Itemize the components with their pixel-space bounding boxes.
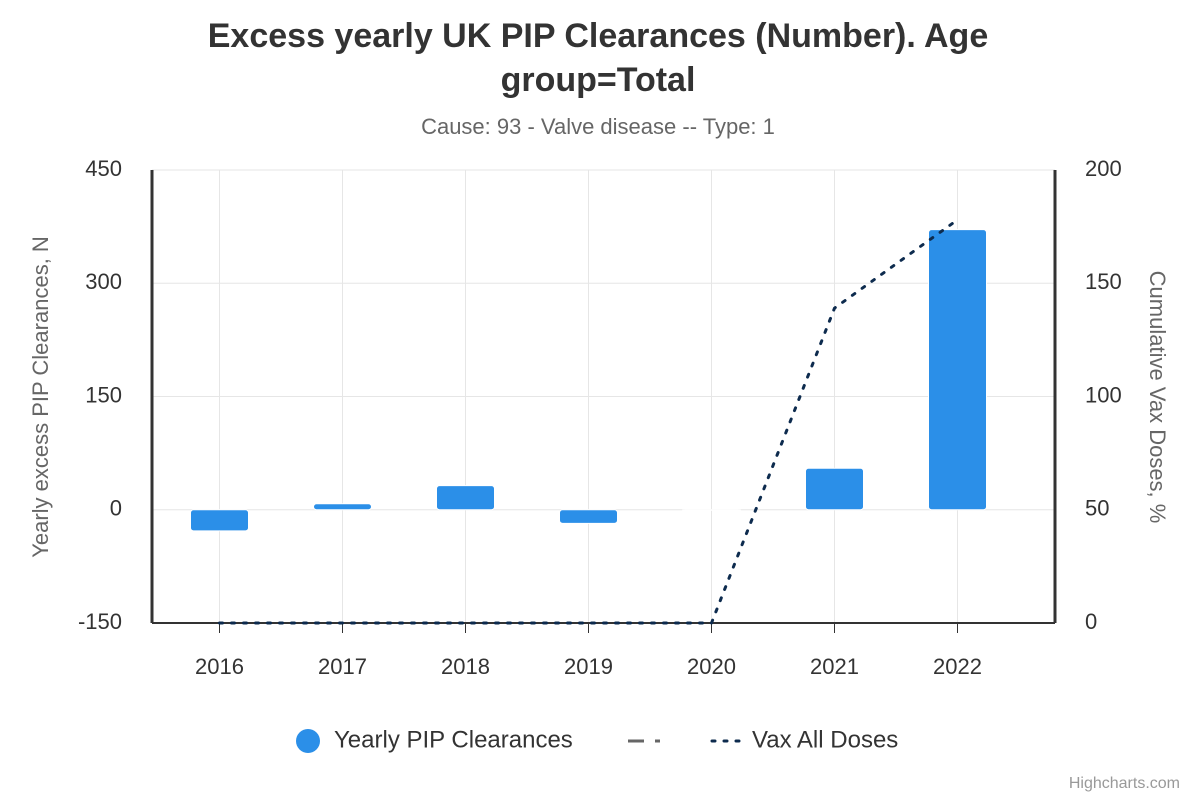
y2-tick-label: 200 [1085,156,1122,181]
chart-title: Excess yearly UK PIP Clearances (Number)… [208,17,989,55]
y-axis-title: Yearly excess PIP Clearances, N [28,236,53,558]
y2-tick-label: 0 [1085,609,1097,634]
y2-tick-label: 100 [1085,382,1122,407]
credits: Highcharts.com [1069,775,1180,792]
bar [190,509,249,532]
chart-title: group=Total [501,61,696,99]
bar [805,467,864,511]
x-tick-label: 2016 [195,654,244,679]
bar [559,509,618,524]
x-tick-label: 2020 [687,654,736,679]
bar [313,503,372,511]
x-tick-label: 2022 [933,654,982,679]
y-tick-label: 450 [85,156,122,181]
legend-symbol [296,729,320,753]
y2-tick-label: 50 [1085,496,1109,521]
y-tick-label: 300 [85,269,122,294]
chart-subtitle: Cause: 93 - Valve disease -- Type: 1 [421,114,775,139]
legend-label: Yearly PIP Clearances [334,726,573,753]
x-tick-label: 2019 [564,654,613,679]
y-tick-label: 150 [85,382,122,407]
x-tick-label: 2018 [441,654,490,679]
legend-label: Vax All Doses [752,726,898,753]
y-tick-label: 0 [110,496,122,521]
y-tick-label: -150 [78,609,122,634]
x-tick-label: 2021 [810,654,859,679]
bar [928,229,987,511]
bar [436,485,495,511]
bar [682,509,741,511]
y2-axis-title: Cumulative Vax Doses, % [1145,271,1170,524]
line [218,218,959,625]
y2-tick-label: 150 [1085,269,1122,294]
x-tick-label: 2017 [318,654,367,679]
